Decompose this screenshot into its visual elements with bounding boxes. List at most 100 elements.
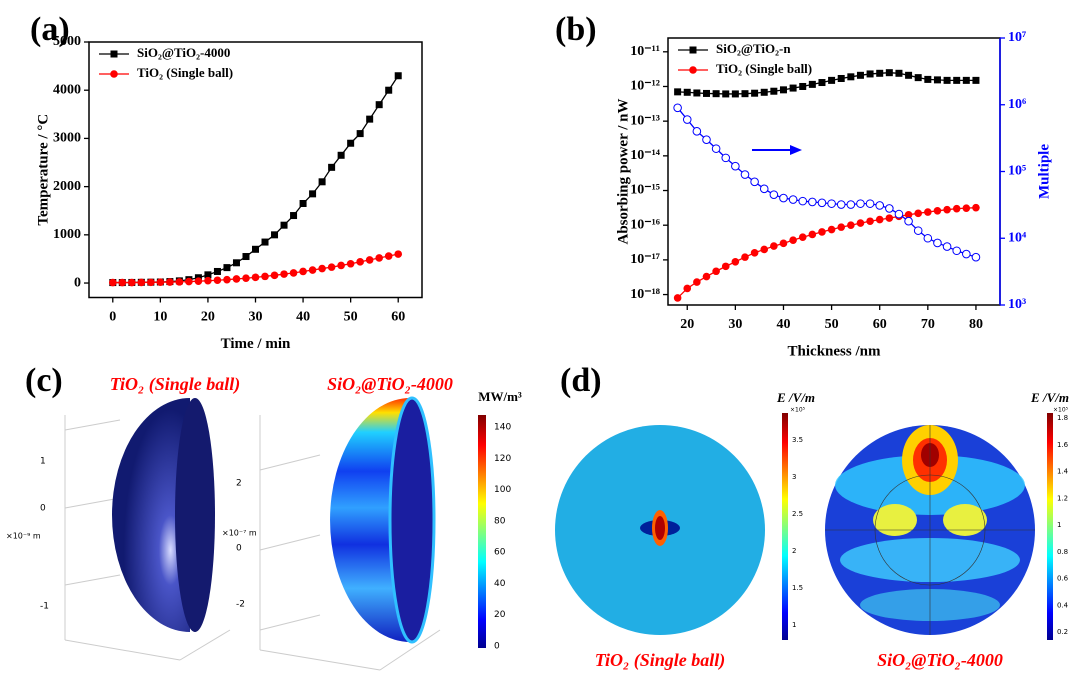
marker: [828, 76, 836, 84]
colorbar-tick-label: 0.2: [1057, 628, 1068, 636]
y2-tick-label: 10⁵: [1008, 164, 1026, 179]
marker: [271, 231, 279, 239]
arrow-head: [790, 145, 802, 155]
marker: [904, 210, 913, 219]
field-band: [943, 504, 987, 536]
marker: [242, 274, 250, 283]
x-tick-label: 10: [153, 310, 167, 325]
colorbar-tick-label: 2: [792, 547, 796, 555]
marker: [789, 236, 797, 244]
marker: [702, 272, 711, 281]
axis-unit: ×10⁻⁹ m: [6, 532, 41, 541]
y-tick-label: 10⁻¹¹: [630, 44, 660, 59]
colorbar-tick-label: 1.6: [1057, 441, 1069, 449]
y-axis-label: Temperature / °C: [35, 114, 51, 226]
colorbar-title: MW/m³: [478, 389, 522, 404]
marker: [942, 242, 952, 251]
y-tick-label: 10⁻¹⁵: [630, 183, 660, 198]
marker: [213, 267, 221, 275]
marker: [346, 259, 355, 268]
panel-label: (d): [560, 362, 602, 399]
colorbar-tick-label: 120: [494, 454, 511, 464]
marker: [971, 252, 981, 262]
colorbar-tick-label: 0.8: [1057, 548, 1068, 556]
marker: [108, 278, 117, 287]
axis-tick-label: -1: [40, 602, 49, 612]
marker: [808, 230, 817, 239]
marker: [972, 203, 980, 212]
marker: [702, 89, 710, 97]
colorbar-tick-label: 0.6: [1057, 575, 1069, 583]
marker: [876, 69, 884, 77]
marker: [118, 278, 127, 287]
marker: [731, 90, 739, 98]
marker: [808, 80, 816, 88]
marker: [693, 278, 701, 286]
marker: [885, 69, 893, 77]
x-tick-label: 60: [391, 310, 405, 325]
marker: [712, 90, 720, 98]
marker: [185, 277, 193, 286]
x-tick-label: 0: [109, 310, 116, 325]
marker: [261, 272, 269, 281]
colorbar-title: E /V/m: [776, 390, 815, 405]
sphere-half: [330, 398, 410, 642]
colorbar-tick-label: 140: [494, 423, 511, 433]
marker: [933, 76, 941, 84]
marker: [818, 79, 826, 87]
marker: [712, 267, 720, 276]
marker: [337, 151, 345, 159]
marker: [760, 88, 768, 96]
y-tick-label: 1000: [53, 227, 81, 242]
marker: [673, 294, 682, 302]
marker: [751, 89, 759, 97]
y-tick-label: 5000: [53, 34, 81, 49]
y-axis-label: Absorbing power / nW: [615, 98, 631, 244]
x-tick-label: 40: [776, 317, 790, 332]
marker: [943, 76, 951, 84]
marker: [223, 264, 231, 272]
colorbar-tick-label: 1.4: [1057, 468, 1069, 476]
marker: [261, 238, 269, 246]
marker: [299, 199, 307, 207]
panel-title: TiO₂ (Single ball): [110, 374, 241, 395]
marker: [799, 82, 807, 90]
marker: [673, 103, 682, 113]
marker: [962, 76, 970, 84]
colorbar-exponent: ×10⁵: [1053, 407, 1069, 414]
sphere-half: [112, 398, 190, 632]
marker: [962, 249, 971, 259]
x-tick-label: 60: [873, 317, 887, 332]
marker: [789, 84, 797, 92]
y-tick-label: 10⁻¹²: [630, 79, 660, 94]
marker: [924, 208, 932, 216]
marker: [865, 199, 875, 208]
marker: [856, 219, 865, 227]
sphere-cut: [175, 398, 215, 632]
x-tick-label: 30: [728, 317, 742, 332]
marker: [689, 46, 697, 54]
y-tick-label: 3000: [53, 131, 81, 146]
marker: [347, 139, 355, 147]
x-tick-label: 50: [344, 310, 358, 325]
marker: [962, 204, 971, 212]
colorbar-tick-label: 0: [494, 642, 500, 652]
marker: [856, 199, 865, 208]
axis-unit: ×10⁻⁷ m: [222, 529, 257, 538]
panel-label: (c): [25, 362, 63, 399]
x-axis-label: Thickness /nm: [788, 343, 881, 359]
marker: [770, 242, 778, 250]
panel-label: (b): [555, 11, 597, 48]
colorbar-tick-label: 1.5: [792, 584, 803, 592]
marker: [779, 239, 788, 248]
colorbar-tick-label: 1.8: [1057, 414, 1068, 422]
colorbar-tick-label: 100: [494, 485, 511, 495]
y-tick-label: 4000: [53, 82, 81, 97]
marker: [110, 70, 118, 78]
marker: [356, 130, 364, 138]
marker: [318, 264, 326, 273]
marker: [394, 72, 402, 80]
panel-label: (a): [30, 11, 70, 48]
y-tick-label: 2000: [53, 179, 81, 194]
marker: [394, 250, 403, 258]
